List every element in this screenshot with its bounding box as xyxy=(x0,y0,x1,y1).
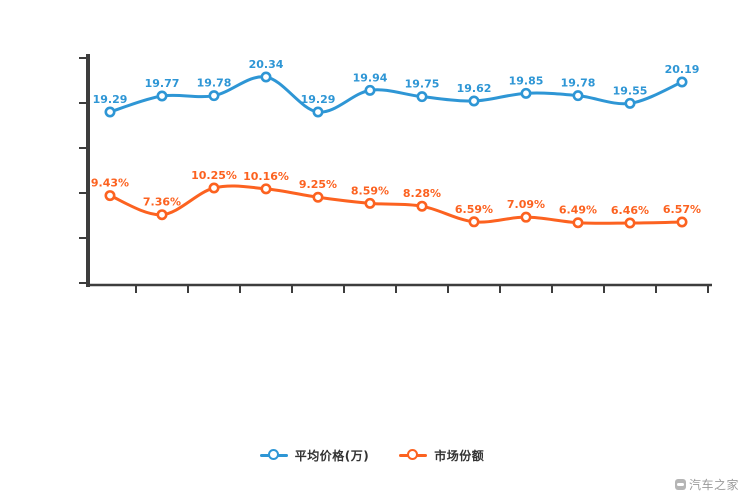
svg-text:7.09%: 7.09% xyxy=(507,198,545,211)
svg-text:20.19: 20.19 xyxy=(665,63,700,76)
legend-item-avg-price[interactable]: 平均价格(万) xyxy=(259,447,370,464)
svg-text:6.59%: 6.59% xyxy=(455,203,493,216)
svg-text:10.16%: 10.16% xyxy=(243,170,289,183)
svg-text:19.62: 19.62 xyxy=(457,82,492,95)
svg-text:10.25%: 10.25% xyxy=(191,169,237,182)
svg-text:19.29: 19.29 xyxy=(301,93,336,106)
svg-text:19.78: 19.78 xyxy=(561,77,596,90)
legend-line-marker-blue-icon xyxy=(259,449,288,461)
svg-text:19.55: 19.55 xyxy=(613,84,648,97)
legend-item-market-share[interactable]: 市场份额 xyxy=(399,447,484,464)
svg-text:19.78: 19.78 xyxy=(197,77,232,90)
autohome-logo-icon xyxy=(674,479,686,490)
svg-text:20.34: 20.34 xyxy=(249,58,284,71)
svg-text:7.36%: 7.36% xyxy=(143,196,181,209)
svg-text:8.59%: 8.59% xyxy=(351,184,389,197)
svg-text:19.85: 19.85 xyxy=(509,74,544,87)
watermark-autohome: 汽车之家 xyxy=(674,476,739,493)
svg-text:9.43%: 9.43% xyxy=(91,177,129,190)
svg-text:19.75: 19.75 xyxy=(405,78,440,91)
svg-text:19.94: 19.94 xyxy=(353,71,388,84)
svg-text:6.49%: 6.49% xyxy=(559,204,597,217)
legend-line-marker-orange-icon xyxy=(399,449,428,461)
svg-text:19.29: 19.29 xyxy=(93,93,128,106)
svg-text:6.57%: 6.57% xyxy=(663,203,701,216)
legend-label-market-share: 市场份额 xyxy=(434,448,485,463)
svg-text:6.46%: 6.46% xyxy=(611,204,649,217)
legend-label-avg-price: 平均价格(万) xyxy=(294,448,370,463)
svg-text:19.77: 19.77 xyxy=(145,77,180,90)
svg-text:8.28%: 8.28% xyxy=(403,187,441,200)
legend: 平均价格(万) 市场份额 xyxy=(0,444,744,466)
svg-text:9.25%: 9.25% xyxy=(299,178,337,191)
watermark-text: 汽车之家 xyxy=(688,478,739,492)
